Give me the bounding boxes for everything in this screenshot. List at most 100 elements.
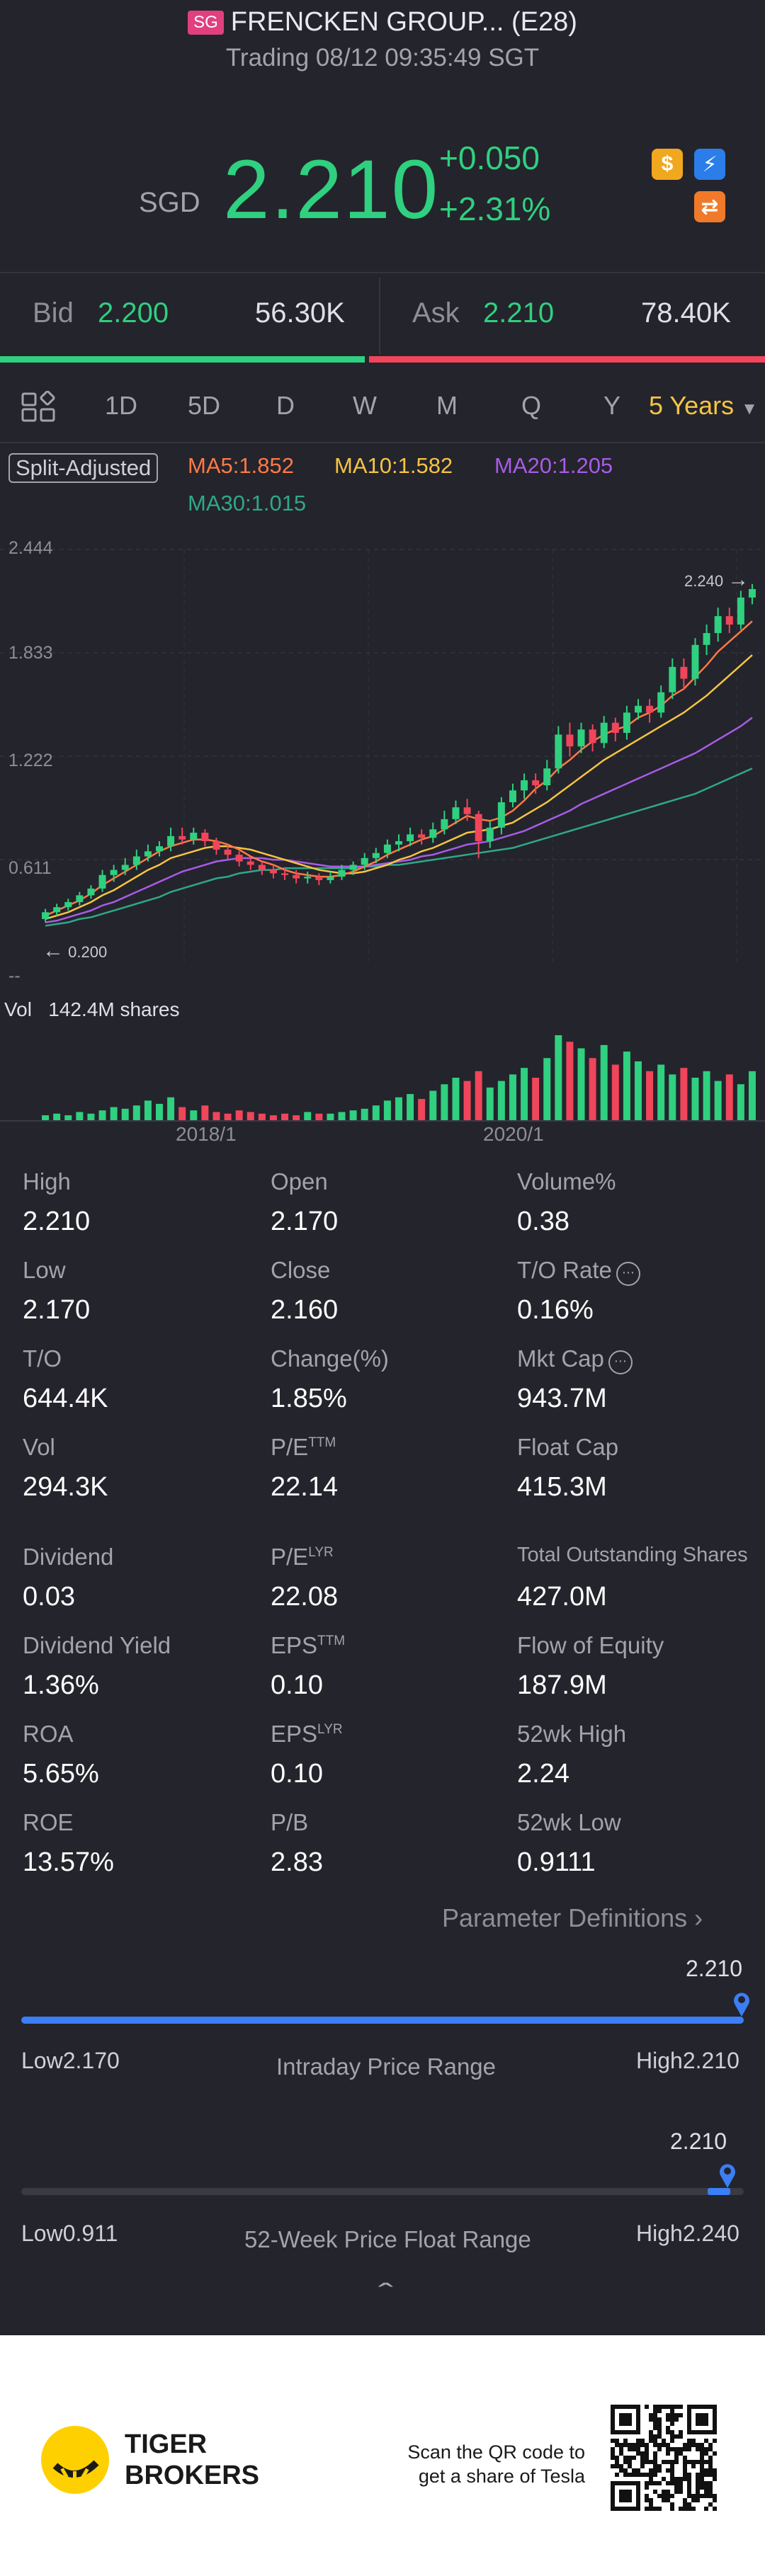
x-label-2018: 2018/1 — [176, 1123, 237, 1145]
tab-monthly[interactable]: M — [436, 391, 458, 420]
volume-bar — [87, 1113, 95, 1120]
qr-module — [713, 2477, 717, 2481]
bid-ask-divider — [379, 278, 380, 354]
qr-module — [615, 2456, 619, 2460]
qr-module — [645, 2447, 649, 2451]
stat-label-text: EPS — [271, 1632, 318, 1658]
qr-module — [683, 2464, 687, 2468]
last-price: 2.210 — [223, 143, 440, 236]
tab-daily[interactable]: D — [276, 391, 295, 420]
stat-label: Close — [271, 1257, 330, 1284]
qr-module — [611, 2456, 615, 2460]
grid-layout-icon[interactable] — [21, 390, 58, 425]
dollar-icon[interactable]: $ — [652, 149, 683, 180]
ma5-value: MA5:1.852 — [188, 453, 294, 478]
ask-size: 78.40K — [641, 297, 731, 329]
week52-low: Low0.911 — [21, 2221, 118, 2246]
qr-module — [700, 2481, 704, 2485]
chevron-right-icon: › — [694, 1903, 703, 1932]
qr-module — [679, 2451, 683, 2456]
volume-chart[interactable] — [0, 1027, 765, 1120]
qr-module — [657, 2447, 662, 2451]
stat-value: 0.03 — [23, 1582, 75, 1612]
candle — [418, 829, 426, 845]
brand-line-2: BROKERS — [125, 2461, 260, 2490]
ma5-line — [45, 620, 753, 917]
candle — [269, 865, 277, 879]
candle — [53, 904, 61, 916]
candle — [383, 839, 391, 858]
tab-quarterly[interactable]: Q — [521, 391, 542, 420]
currency-label: SGD — [139, 187, 200, 218]
stat-value: 22.08 — [271, 1582, 339, 1612]
qr-module — [704, 2451, 708, 2456]
stat-label: Flow of Equity — [517, 1632, 664, 1659]
arrow-left-icon: ← — [42, 939, 64, 962]
qr-module — [619, 2451, 623, 2456]
qr-module — [662, 2405, 666, 2409]
volume-bar — [246, 1112, 254, 1120]
qr-module — [683, 2443, 687, 2447]
qr-module — [628, 2460, 632, 2464]
intraday-low: Low2.170 — [21, 2048, 120, 2073]
stat-label: P/ELYR — [271, 1544, 334, 1571]
tab-weekly[interactable]: W — [353, 391, 377, 420]
chevron-up-icon[interactable]: ˆ — [378, 2279, 394, 2310]
candle — [224, 844, 232, 860]
candle — [589, 724, 596, 752]
qr-module — [708, 2490, 713, 2494]
qr-module — [623, 2460, 628, 2464]
qr-module — [636, 2443, 640, 2447]
stat-label-text: Close — [271, 1257, 331, 1283]
qr-module — [666, 2443, 670, 2447]
tab-5-years[interactable]: 5 Years ▼ — [649, 391, 758, 421]
qr-module — [619, 2468, 623, 2473]
qr-module — [636, 2468, 640, 2473]
tab-5d[interactable]: 5D — [188, 391, 221, 420]
candle — [577, 722, 585, 753]
intraday-fill — [21, 2017, 744, 2024]
exchange-icon[interactable]: ⇄ — [694, 191, 725, 222]
qr-module — [666, 2447, 670, 2451]
stat-label: T/O Rate ⋯ — [517, 1257, 640, 1286]
info-more-icon[interactable]: ⋯ — [616, 1262, 640, 1286]
qr-module — [653, 2456, 657, 2460]
info-more-icon[interactable]: ⋯ — [608, 1350, 633, 1374]
candle — [235, 851, 243, 867]
split-adjusted-toggle[interactable]: Split-Adjusted — [8, 453, 159, 483]
tab-1d[interactable]: 1D — [105, 391, 138, 420]
lightning-icon[interactable]: ⚡ — [694, 149, 725, 180]
ask-volume-bar — [369, 356, 765, 363]
volume-bar — [600, 1044, 608, 1120]
parameter-definitions-link[interactable]: Parameter Definitions › — [442, 1903, 703, 1933]
candle — [293, 870, 300, 884]
stat-value: 1.36% — [23, 1670, 99, 1700]
brand-line-1: TIGER — [125, 2429, 208, 2459]
low-marker: ← 0.200 — [42, 939, 107, 963]
stat-label: Vol — [23, 1434, 55, 1461]
stat-value: 644.4K — [23, 1384, 108, 1413]
qr-module — [704, 2494, 708, 2498]
week52-current: 2.210 — [670, 2128, 727, 2154]
stat-value: 22.14 — [271, 1472, 339, 1502]
qr-module — [666, 2451, 670, 2456]
volume-bar — [691, 1078, 699, 1120]
qr-module — [670, 2422, 674, 2426]
qr-module — [687, 2443, 691, 2447]
qr-module — [653, 2409, 657, 2413]
candlestick-chart[interactable] — [0, 524, 765, 991]
qr-module — [645, 2498, 649, 2502]
volume-bar — [361, 1108, 368, 1120]
qr-module — [670, 2460, 674, 2464]
qr-code[interactable] — [611, 2405, 717, 2511]
qr-module — [679, 2490, 683, 2494]
qr-module — [713, 2498, 717, 2502]
tab-yearly[interactable]: Y — [604, 391, 621, 420]
qr-module — [687, 2494, 691, 2498]
qr-module — [649, 2413, 653, 2417]
qr-module — [666, 2405, 670, 2409]
qr-module — [657, 2507, 662, 2511]
volume-bar — [543, 1058, 551, 1120]
qr-module — [683, 2473, 687, 2477]
qr-module — [713, 2507, 717, 2511]
